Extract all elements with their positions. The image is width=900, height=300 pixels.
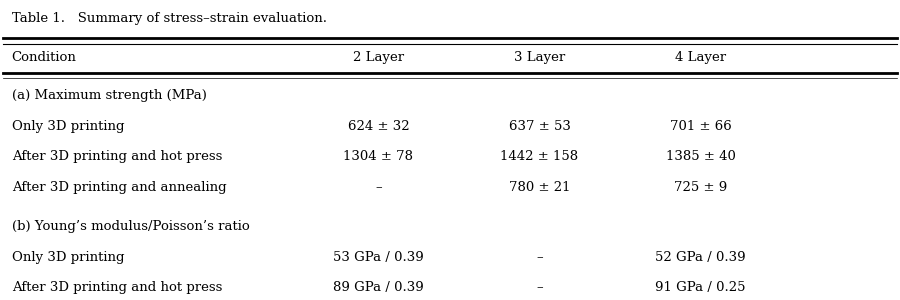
Text: After 3D printing and hot press: After 3D printing and hot press [12, 150, 222, 163]
Text: 624 ± 32: 624 ± 32 [347, 119, 410, 133]
Text: 1442 ± 158: 1442 ± 158 [500, 150, 579, 163]
Text: 89 GPa / 0.39: 89 GPa / 0.39 [333, 281, 424, 295]
Text: 1385 ± 40: 1385 ± 40 [665, 150, 735, 163]
Text: 725 ± 9: 725 ± 9 [674, 181, 727, 194]
Text: 91 GPa / 0.25: 91 GPa / 0.25 [655, 281, 746, 295]
Text: (a) Maximum strength (MPa): (a) Maximum strength (MPa) [12, 89, 207, 102]
Text: 4 Layer: 4 Layer [675, 51, 726, 64]
Text: Table 1.   Summary of stress–strain evaluation.: Table 1. Summary of stress–strain evalua… [12, 11, 327, 25]
Text: Only 3D printing: Only 3D printing [12, 119, 124, 133]
Text: –: – [536, 251, 543, 264]
Text: Only 3D printing: Only 3D printing [12, 251, 124, 264]
Text: After 3D printing and hot press: After 3D printing and hot press [12, 281, 222, 295]
Text: 3 Layer: 3 Layer [514, 51, 565, 64]
Text: 780 ± 21: 780 ± 21 [508, 181, 571, 194]
Text: –: – [536, 281, 543, 295]
Text: Condition: Condition [12, 51, 77, 64]
Text: 701 ± 66: 701 ± 66 [670, 119, 732, 133]
Text: 1304 ± 78: 1304 ± 78 [344, 150, 413, 163]
Text: 53 GPa / 0.39: 53 GPa / 0.39 [333, 251, 424, 264]
Text: (b) Young’s modulus/Poisson’s ratio: (b) Young’s modulus/Poisson’s ratio [12, 220, 249, 233]
Text: 637 ± 53: 637 ± 53 [508, 119, 571, 133]
Text: After 3D printing and annealing: After 3D printing and annealing [12, 181, 226, 194]
Text: 52 GPa / 0.39: 52 GPa / 0.39 [655, 251, 746, 264]
Text: 2 Layer: 2 Layer [353, 51, 404, 64]
Text: –: – [375, 181, 382, 194]
